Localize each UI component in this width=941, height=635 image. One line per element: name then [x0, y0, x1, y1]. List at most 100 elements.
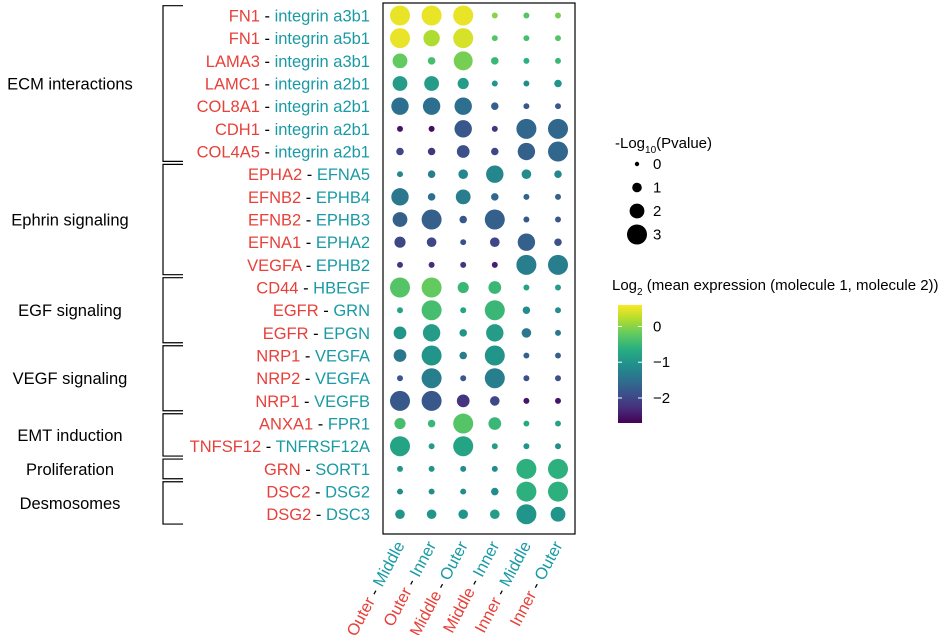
dot: [457, 281, 469, 294]
dot: [555, 375, 561, 382]
group-label: Desmosomes: [20, 495, 121, 513]
dot: [548, 458, 568, 479]
dot: [460, 488, 467, 495]
dot: [484, 209, 505, 230]
dot: [555, 284, 561, 291]
dot: [490, 509, 500, 520]
dot: [428, 488, 435, 495]
dot: [523, 103, 530, 110]
dot: [397, 125, 403, 132]
group-bracket: [162, 163, 183, 276]
group-label: ECM interactions: [7, 76, 133, 94]
dot: [422, 324, 441, 342]
dot: [427, 419, 436, 428]
size-legend-label: 2: [653, 203, 661, 220]
size-legend-label: 3: [653, 227, 661, 244]
size-legend-dot: [629, 203, 645, 219]
dot: [490, 396, 500, 406]
dot: [491, 147, 499, 156]
dot: [491, 57, 499, 65]
dot: [484, 300, 505, 321]
dot: [397, 375, 403, 382]
dot: [517, 233, 536, 251]
dot: [392, 53, 408, 69]
dot: [522, 306, 531, 314]
dot: [421, 390, 442, 411]
dot: [523, 375, 530, 382]
row-label: ANXA1 - FPR1: [259, 416, 370, 434]
dot: [455, 189, 471, 205]
dot: [491, 487, 499, 496]
dot: [427, 170, 436, 178]
dot: [390, 436, 410, 457]
dot: [393, 349, 407, 362]
dot: [488, 417, 502, 430]
dot: [428, 443, 435, 450]
dot: [555, 193, 561, 200]
dot: [548, 481, 568, 502]
dot: [397, 171, 403, 178]
row-label: TNFSF12 - TNFRSF12A: [190, 438, 370, 456]
dot: [421, 368, 442, 389]
row-label: VEGFA - EPHB2: [247, 257, 370, 275]
row-label: COL8A1 - integrin a2b1: [197, 98, 370, 116]
dot: [421, 209, 442, 230]
dot: [491, 465, 498, 472]
dot: [453, 51, 473, 71]
dot: [555, 443, 561, 450]
dot: [457, 77, 469, 90]
group-bracket: [162, 481, 183, 525]
group-bracket: [162, 277, 183, 344]
dot: [453, 5, 474, 26]
dot: [395, 509, 405, 520]
dot: [491, 102, 499, 110]
dot: [555, 103, 561, 110]
dot: [427, 147, 436, 156]
row-label: EFNB2 - EPHB4: [248, 189, 370, 207]
size-legend-dot: [632, 182, 642, 193]
row-label: NRP2 - VEGFA: [256, 370, 370, 388]
dots: [390, 5, 568, 525]
dot: [421, 277, 442, 298]
dot: [390, 390, 410, 411]
size-legend-dot: [634, 161, 640, 167]
row-label: DSC2 - DSG2: [266, 484, 370, 502]
dot: [523, 420, 530, 427]
dot: [554, 238, 562, 246]
dot: [554, 170, 562, 178]
dot: [484, 368, 505, 389]
dot: [555, 329, 561, 336]
dot: [454, 97, 472, 115]
dot: [421, 300, 442, 321]
dot: [516, 458, 537, 479]
dot: [454, 120, 472, 138]
dot: [516, 118, 537, 139]
dot: [521, 169, 532, 179]
dot: [523, 193, 530, 200]
dot: [490, 237, 500, 247]
dot: [491, 12, 498, 19]
dot: [555, 307, 561, 314]
dot: [555, 57, 561, 64]
size-legend: -Log10(Pvalue)0 1 2 3: [615, 135, 712, 245]
row-label: EFNB2 - EPHB3: [248, 212, 370, 230]
dot: [390, 28, 410, 49]
dot: [393, 326, 407, 340]
dot: [523, 397, 530, 404]
color-bar-label: −1: [653, 354, 670, 371]
dot: [516, 504, 537, 525]
dot: [488, 281, 502, 294]
dot: [555, 12, 561, 19]
dot: [390, 5, 410, 26]
dot: [554, 79, 562, 88]
dot: [548, 118, 568, 139]
dot: [523, 443, 530, 450]
row-label: DSG2 - DSC3: [266, 506, 370, 524]
dot: [453, 436, 474, 457]
row-label: CDH1 - integrin a2b1: [215, 121, 370, 139]
row-label: COL4A5 - integrin a2b1: [197, 144, 370, 162]
group-bracket: [162, 458, 183, 480]
dot: [486, 324, 504, 342]
